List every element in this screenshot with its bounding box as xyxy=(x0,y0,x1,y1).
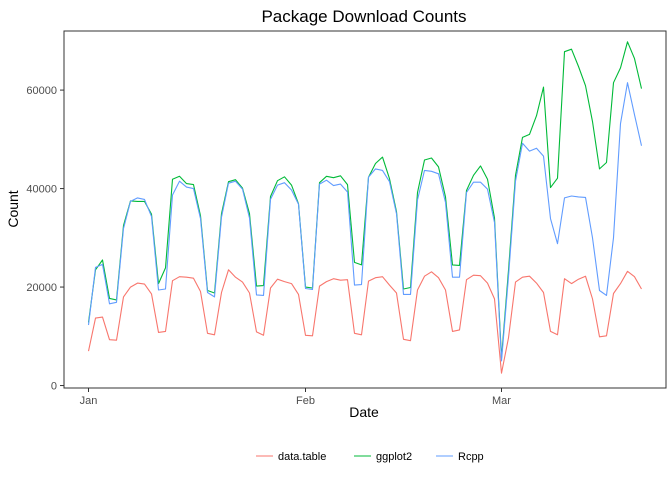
series-lines xyxy=(87,41,643,374)
x-tick-label: Feb xyxy=(296,395,315,407)
x-tick-label: Jan xyxy=(80,395,98,407)
y-axis: 0 20000 40000 60000 xyxy=(26,85,64,393)
legend-label-rcpp: Rcpp xyxy=(458,451,484,463)
y-tick-label: 0 xyxy=(51,381,57,393)
series-line-rcpp xyxy=(87,82,643,362)
y-tick-label: 20000 xyxy=(26,282,57,294)
chart-title: Package Download Counts xyxy=(261,7,466,26)
plot-panel xyxy=(63,30,667,389)
legend: data.table ggplot2 Rcpp xyxy=(256,451,484,463)
series-line-data-table xyxy=(87,269,642,374)
series-line-ggplot2 xyxy=(87,41,643,359)
x-axis: Jan Feb Mar xyxy=(80,388,511,407)
x-axis-title: Date xyxy=(349,404,379,420)
y-tick-label: 40000 xyxy=(26,184,57,196)
y-axis-title: Count xyxy=(5,190,21,227)
x-tick-label: Mar xyxy=(492,395,511,407)
y-tick-label: 60000 xyxy=(26,85,57,97)
legend-label-ggplot2: ggplot2 xyxy=(376,451,412,463)
legend-label-data-table: data.table xyxy=(278,451,326,463)
